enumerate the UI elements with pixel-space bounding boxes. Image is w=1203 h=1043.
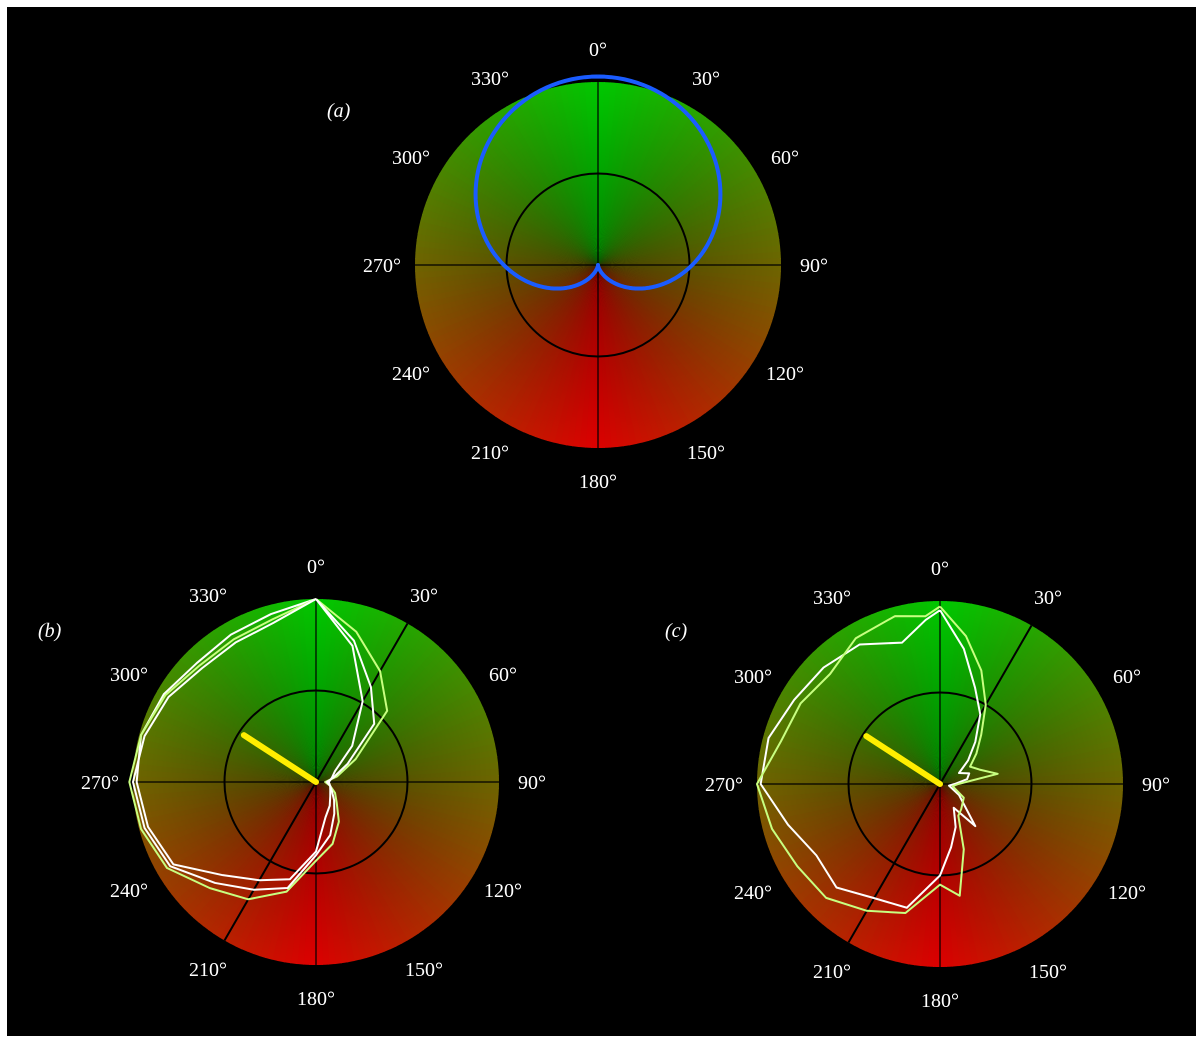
angle-tick-label: 90° xyxy=(800,255,828,277)
angle-tick-label: 300° xyxy=(392,147,430,169)
angle-tick-label: 270° xyxy=(705,774,743,796)
angle-tick-label: 180° xyxy=(579,471,617,493)
angle-tick-label: 180° xyxy=(297,988,335,1010)
polar-panel-2: 0° 30° 60° 90° 120° 150° 180° 210° 240° 270° 300° 3… xyxy=(665,558,1170,1012)
polar-panel-0: 0° 30° 60° 90° 120° 150° 180° 210° 240° 270° 300° 3… xyxy=(327,39,828,493)
series-line-2 xyxy=(132,598,376,891)
angle-tick-label: 240° xyxy=(392,363,430,385)
series-line-0 xyxy=(759,609,982,909)
panel-label: (b) xyxy=(38,620,62,642)
angle-tick-label: 90° xyxy=(1142,774,1170,796)
panel-label: (c) xyxy=(665,620,688,642)
cardioid-curve xyxy=(473,74,723,291)
angle-tick-label: 60° xyxy=(1113,666,1141,688)
angle-tick-label: 270° xyxy=(363,255,401,277)
angle-tick-label: 120° xyxy=(766,363,804,385)
angle-tick-label: 240° xyxy=(734,882,772,904)
inner-ring xyxy=(223,689,409,875)
angle-tick-label: 30° xyxy=(410,585,438,607)
angle-tick-label: 0° xyxy=(307,556,325,578)
angle-tick-label: 30° xyxy=(1034,587,1062,609)
angle-tick-label: 150° xyxy=(405,959,443,981)
angle-tick-label: 120° xyxy=(484,880,522,902)
angle-tick-label: 330° xyxy=(189,585,227,607)
angle-tick-label: 240° xyxy=(110,880,148,902)
series-line-1 xyxy=(128,598,389,901)
angle-tick-label: 180° xyxy=(921,990,959,1012)
angle-tick-label: 270° xyxy=(81,772,119,794)
angle-tick-label: 210° xyxy=(189,959,227,981)
angle-tick-label: 210° xyxy=(813,961,851,983)
angle-tick-label: 150° xyxy=(687,442,725,464)
series-line-0 xyxy=(135,598,364,882)
angle-tick-label: 30° xyxy=(692,68,720,90)
mean-vector xyxy=(863,733,943,787)
angle-tick-label: 330° xyxy=(471,68,509,90)
angle-tick-label: 90° xyxy=(518,772,546,794)
angle-tick-label: 300° xyxy=(110,664,148,686)
angle-tick-label: 60° xyxy=(771,147,799,169)
series-line-1 xyxy=(756,605,999,915)
angle-tick-label: 60° xyxy=(489,664,517,686)
angle-tick-label: 150° xyxy=(1029,961,1067,983)
angle-tick-label: 330° xyxy=(813,587,851,609)
angle-tick-label: 300° xyxy=(734,666,772,688)
mean-vector xyxy=(240,732,319,785)
angle-tick-label: 210° xyxy=(471,442,509,464)
panel-label: (a) xyxy=(327,100,351,122)
angle-tick-label: 0° xyxy=(931,558,949,580)
angle-tick-label: 120° xyxy=(1108,882,1146,904)
angle-tick-label: 0° xyxy=(589,39,607,61)
polar-panel-1: 0° 30° 60° 90° 120° 150° 180° 210° 240° 270° 300° 3… xyxy=(38,556,546,1010)
